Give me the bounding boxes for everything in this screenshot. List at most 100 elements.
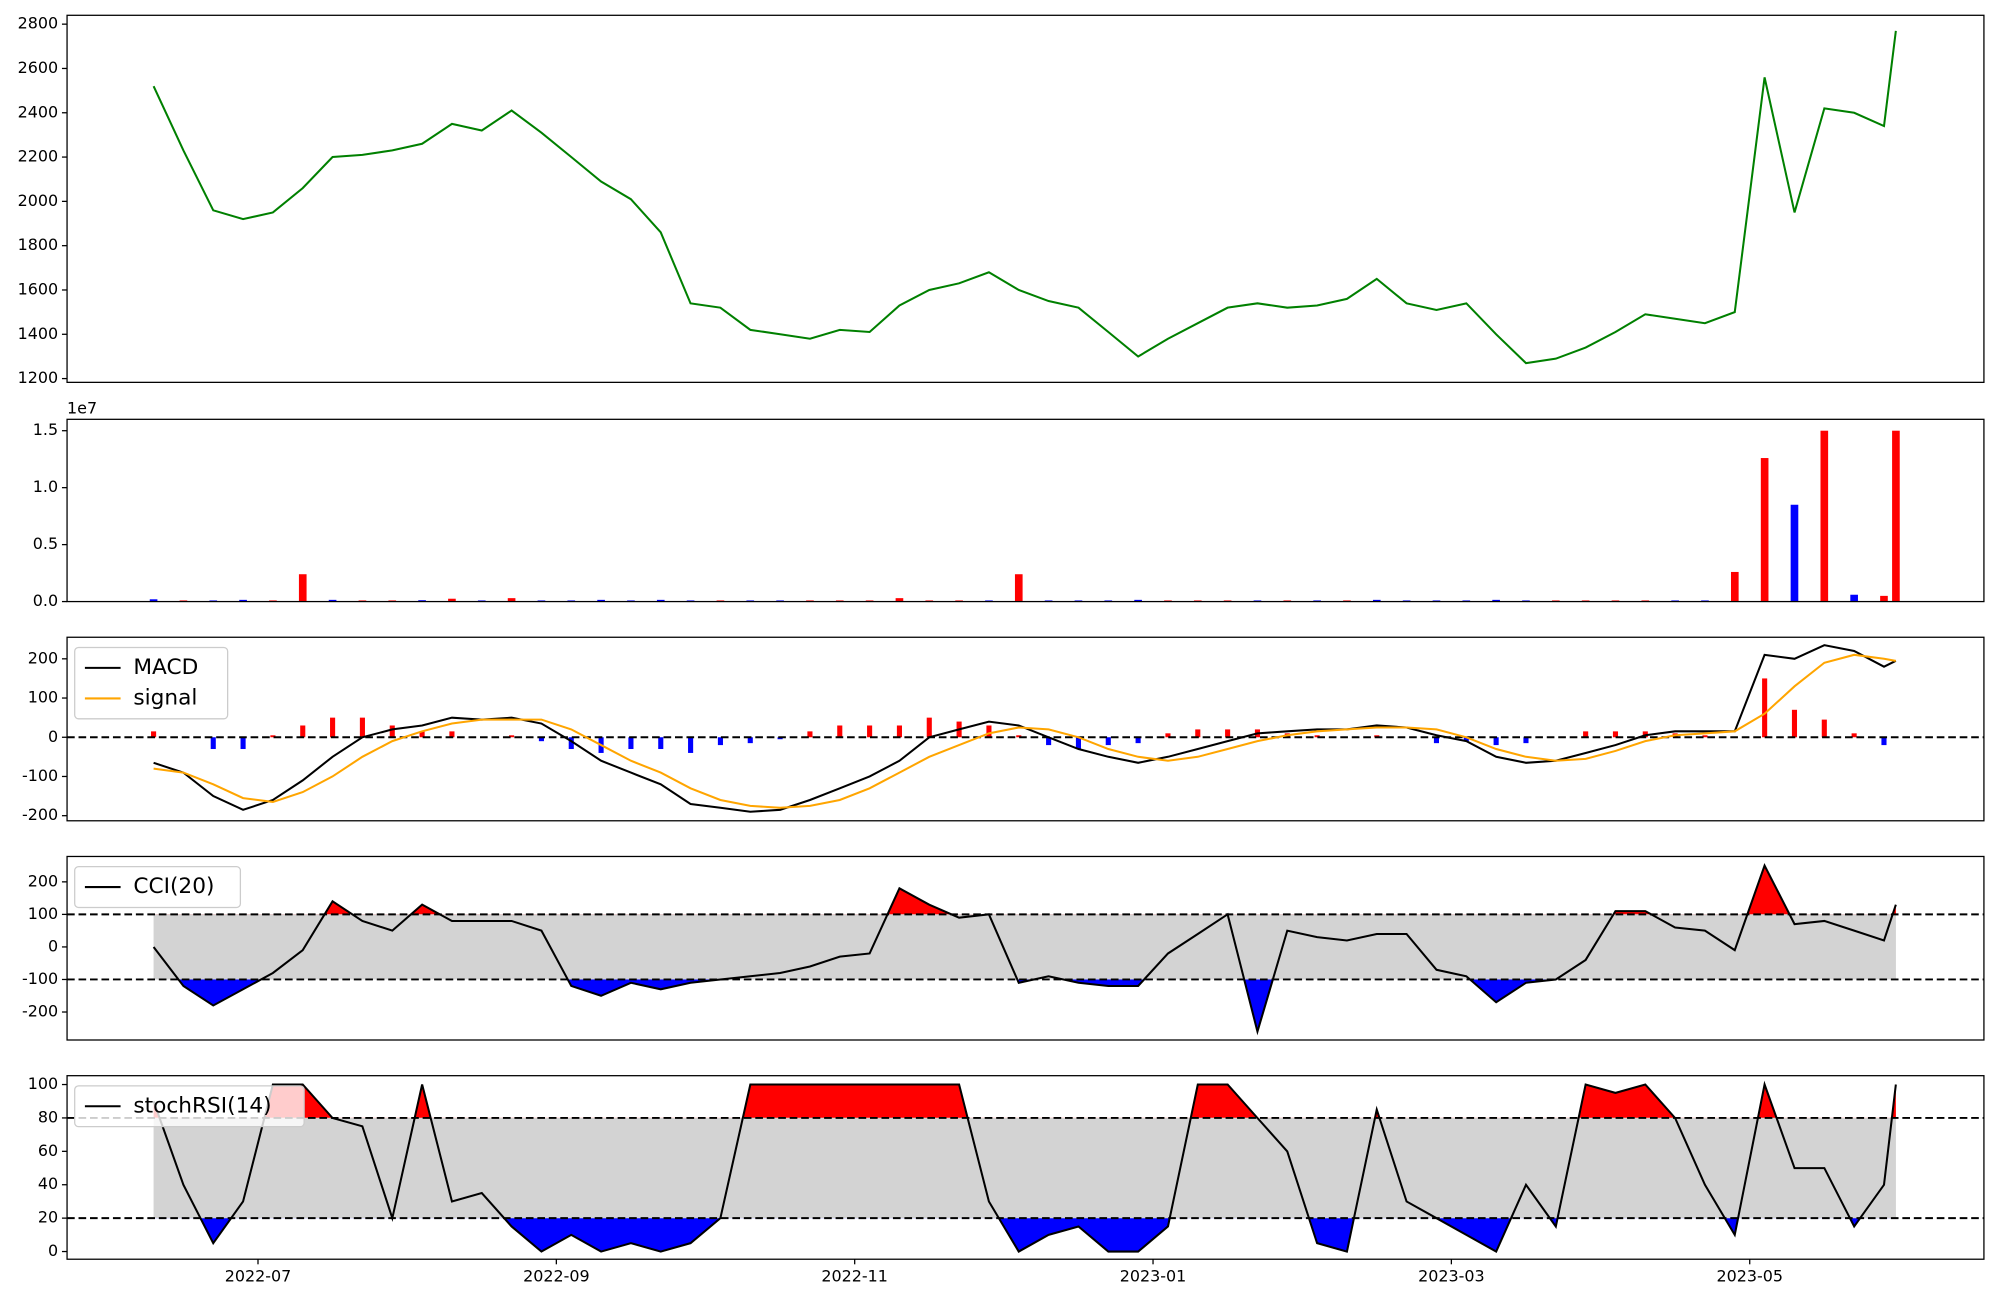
y-tick-label: 1.0 bbox=[33, 477, 58, 496]
bar bbox=[656, 599, 665, 602]
bar bbox=[1881, 737, 1887, 746]
bar bbox=[747, 737, 753, 744]
bar bbox=[418, 600, 426, 602]
bar bbox=[807, 731, 813, 738]
legend: CCI(20) bbox=[74, 866, 242, 909]
bar bbox=[1760, 458, 1769, 602]
neutral-band bbox=[153, 914, 1896, 980]
bar bbox=[986, 725, 992, 738]
bar bbox=[1014, 574, 1023, 602]
bar bbox=[717, 737, 723, 746]
y-tick-label: 0 bbox=[48, 936, 58, 955]
legend: MACD signal bbox=[74, 646, 229, 720]
bar bbox=[1463, 737, 1469, 742]
bar bbox=[895, 598, 904, 602]
bar bbox=[1372, 599, 1381, 602]
bar bbox=[1314, 735, 1320, 738]
bar bbox=[628, 737, 634, 750]
axes-frame bbox=[66, 855, 1985, 1041]
panel bbox=[67, 862, 1984, 1036]
legend-box bbox=[74, 1085, 305, 1128]
bar bbox=[1165, 733, 1171, 738]
y-tick-label: 60 bbox=[38, 1141, 58, 1160]
legend-box bbox=[74, 866, 242, 909]
x-tick-label: 2023-05 bbox=[1716, 1267, 1783, 1286]
line bbox=[153, 653, 1897, 809]
bar bbox=[1492, 599, 1500, 602]
x-tick-label: 2023-03 bbox=[1418, 1267, 1485, 1286]
bar bbox=[151, 731, 157, 738]
panel bbox=[67, 1080, 1984, 1254]
bar bbox=[1134, 599, 1142, 602]
bar bbox=[149, 599, 158, 602]
x-tick-label: 2022-07 bbox=[225, 1267, 292, 1286]
legend: stochRSI(14) bbox=[74, 1085, 305, 1128]
bar bbox=[867, 725, 873, 738]
bar bbox=[1135, 737, 1141, 744]
y-tick-label: 100 bbox=[28, 688, 58, 707]
bar bbox=[270, 735, 276, 738]
bar bbox=[1892, 430, 1900, 602]
bar bbox=[1612, 731, 1619, 738]
line bbox=[152, 30, 1897, 365]
y-tick-label: -100 bbox=[22, 969, 58, 988]
bar bbox=[389, 725, 395, 738]
y-tick-label: 20 bbox=[38, 1208, 58, 1227]
y-tick-label: 100 bbox=[28, 904, 58, 923]
bar bbox=[507, 598, 516, 602]
panel bbox=[67, 644, 1984, 813]
bar bbox=[359, 717, 365, 738]
y-tick-label: 2800 bbox=[18, 14, 59, 33]
bar bbox=[1046, 737, 1052, 746]
y-tick-label: 1200 bbox=[18, 368, 59, 387]
y-tick-label: 200 bbox=[28, 648, 58, 667]
bar bbox=[1493, 737, 1499, 746]
panel bbox=[149, 430, 1900, 602]
bar bbox=[419, 731, 425, 738]
bar bbox=[1433, 737, 1440, 744]
bar bbox=[1075, 737, 1081, 750]
bar bbox=[688, 737, 694, 753]
bar bbox=[330, 717, 336, 738]
bar bbox=[896, 725, 902, 738]
y-tick-label: 40 bbox=[38, 1174, 58, 1193]
axes-frame bbox=[66, 418, 1985, 603]
bar bbox=[449, 731, 455, 738]
neutral-band bbox=[153, 1117, 1896, 1219]
offset-label: 1e7 bbox=[67, 399, 97, 418]
y-tick-label: 2000 bbox=[18, 191, 59, 210]
x-tick-label: 2022-09 bbox=[523, 1267, 590, 1286]
bar bbox=[298, 574, 307, 602]
bar bbox=[1105, 737, 1111, 746]
panel bbox=[152, 30, 1897, 365]
bar bbox=[1374, 735, 1380, 738]
bar bbox=[1821, 719, 1827, 738]
bar bbox=[1762, 678, 1768, 738]
bar bbox=[538, 737, 544, 742]
bar bbox=[777, 737, 783, 740]
y-tick-label: 200 bbox=[28, 871, 58, 890]
y-tick-label: 0 bbox=[48, 1241, 58, 1260]
x-tick-label: 2023-01 bbox=[1120, 1267, 1187, 1286]
bar bbox=[597, 599, 605, 602]
bar bbox=[1523, 737, 1529, 744]
bar bbox=[1730, 571, 1739, 602]
y-tick-label: 0.5 bbox=[33, 534, 58, 553]
y-tick-label: 1600 bbox=[18, 279, 59, 298]
bar bbox=[239, 599, 247, 602]
oversold-fill bbox=[153, 1218, 1896, 1252]
bar bbox=[240, 737, 246, 750]
bar bbox=[568, 737, 574, 750]
bar bbox=[926, 717, 932, 738]
overbought-fill bbox=[153, 1084, 1896, 1118]
bar bbox=[1790, 504, 1799, 602]
bar bbox=[1225, 729, 1231, 738]
bar bbox=[658, 737, 664, 750]
bar bbox=[1880, 595, 1888, 602]
y-tick-label: 0.0 bbox=[33, 591, 58, 610]
y-tick-label: 2600 bbox=[18, 58, 59, 77]
y-tick-label: 0 bbox=[48, 727, 58, 746]
bar bbox=[300, 725, 306, 738]
legend-label: CCI(20) bbox=[133, 874, 214, 899]
bar bbox=[448, 598, 456, 602]
